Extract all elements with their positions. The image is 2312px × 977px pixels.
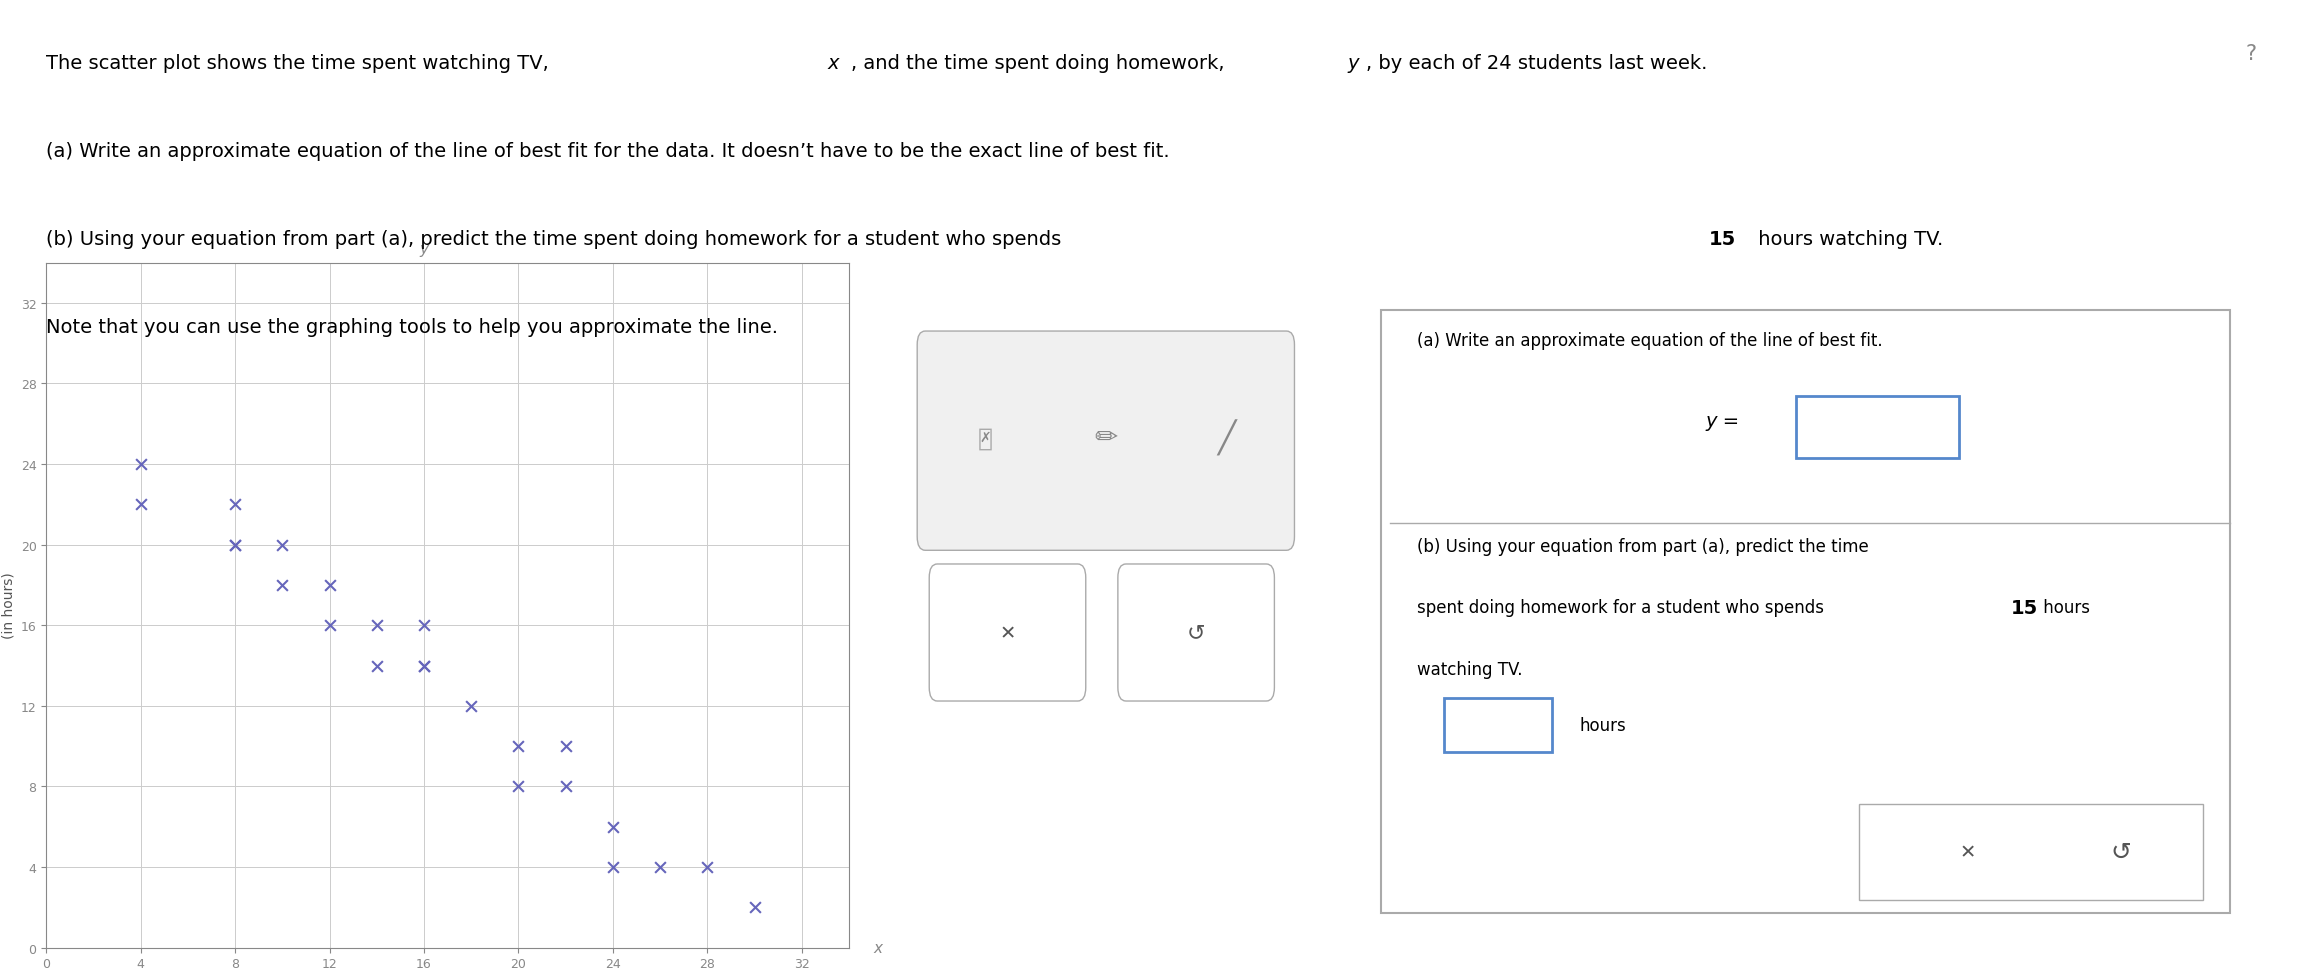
Text: (a) Write an approximate equation of the line of best fit for the data. It doesn: (a) Write an approximate equation of the… <box>46 142 1170 160</box>
Bar <box>1859 804 2203 900</box>
Point <box>594 860 631 875</box>
Point <box>594 819 631 834</box>
FancyBboxPatch shape <box>1119 565 1274 701</box>
Bar <box>1796 397 1958 458</box>
Text: x: x <box>828 54 839 72</box>
Point <box>643 860 680 875</box>
Point <box>405 658 442 674</box>
Text: spent doing homework for a student who spends: spent doing homework for a student who s… <box>1417 599 1829 616</box>
Text: hours watching TV.: hours watching TV. <box>1752 230 1944 248</box>
Point <box>358 658 395 674</box>
Bar <box>1380 311 2229 913</box>
Text: ✗: ✗ <box>980 431 992 445</box>
Text: 15: 15 <box>1709 230 1736 248</box>
Text: The scatter plot shows the time spent watching TV,: The scatter plot shows the time spent wa… <box>46 54 555 72</box>
Point <box>123 456 160 472</box>
X-axis label: Time spent watching TV
(in hours): Time spent watching TV (in hours) <box>363 976 532 977</box>
Text: ↺: ↺ <box>1186 623 1205 643</box>
Text: y =: y = <box>1706 411 1741 430</box>
Point <box>499 739 536 754</box>
Text: (a) Write an approximate equation of the line of best fit.: (a) Write an approximate equation of the… <box>1417 332 1882 350</box>
Text: hours: hours <box>2039 599 2090 616</box>
Point <box>312 577 349 593</box>
Text: y: y <box>418 241 428 256</box>
Point <box>548 739 585 754</box>
Point <box>548 779 585 794</box>
Text: ╱: ╱ <box>1216 420 1235 456</box>
Point <box>735 900 772 915</box>
FancyBboxPatch shape <box>929 565 1087 701</box>
Text: ⬜: ⬜ <box>978 426 992 449</box>
Text: Note that you can use the graphing tools to help you approximate the line.: Note that you can use the graphing tools… <box>46 318 779 336</box>
Text: hours: hours <box>1579 716 1625 735</box>
Point <box>499 779 536 794</box>
Text: y: y <box>1348 54 1359 72</box>
Point <box>264 577 301 593</box>
Text: , by each of 24 students last week.: , by each of 24 students last week. <box>1366 54 1709 72</box>
Point <box>405 658 442 674</box>
Text: ?: ? <box>2245 44 2257 64</box>
Text: x: x <box>874 940 883 955</box>
Y-axis label: Time spent
doing homework
(in hours): Time spent doing homework (in hours) <box>0 547 16 663</box>
Text: ✏: ✏ <box>1094 424 1117 451</box>
Text: , and the time spent doing homework,: , and the time spent doing homework, <box>851 54 1230 72</box>
Point <box>312 617 349 633</box>
Text: watching TV.: watching TV. <box>1417 660 1521 678</box>
Point <box>405 617 442 633</box>
Point <box>358 617 395 633</box>
Point <box>264 537 301 553</box>
FancyBboxPatch shape <box>918 332 1295 551</box>
Point <box>217 537 254 553</box>
Point <box>217 497 254 513</box>
Text: (b) Using your equation from part (a), predict the time spent doing homework for: (b) Using your equation from part (a), p… <box>46 230 1068 248</box>
Text: ↺: ↺ <box>2111 840 2132 864</box>
Point <box>689 860 726 875</box>
Point <box>123 497 160 513</box>
Text: (b) Using your equation from part (a), predict the time: (b) Using your equation from part (a), p… <box>1417 537 1868 555</box>
Point <box>217 537 254 553</box>
Text: 15: 15 <box>2011 599 2039 617</box>
Bar <box>1445 698 1551 752</box>
Text: ✕: ✕ <box>1961 842 1977 862</box>
Point <box>453 699 490 714</box>
Text: ✕: ✕ <box>999 623 1015 642</box>
